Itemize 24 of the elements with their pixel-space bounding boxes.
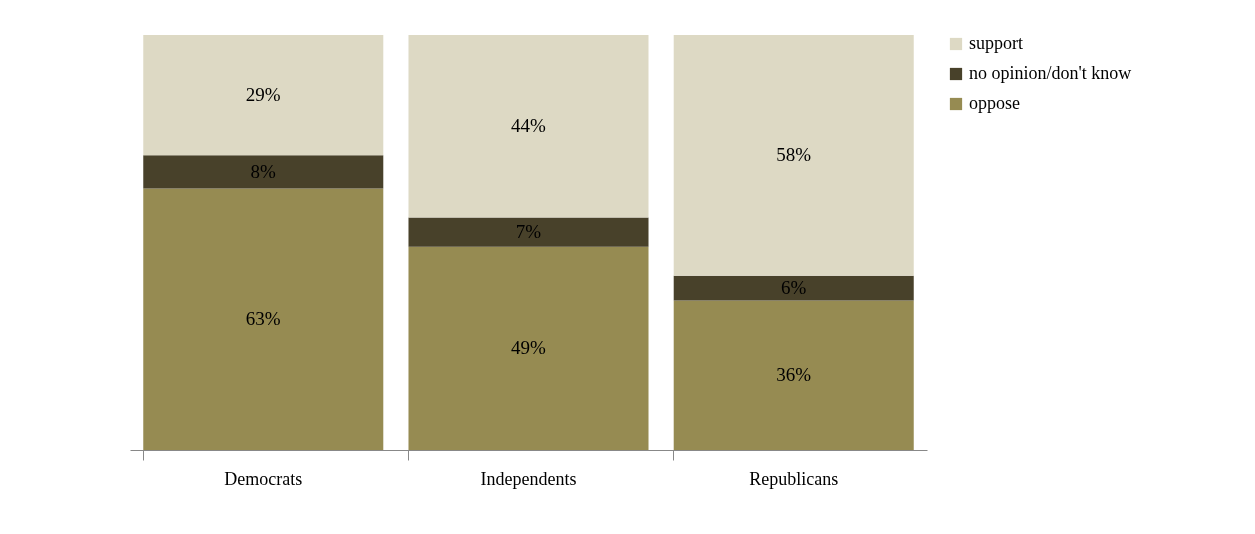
legend-label: oppose: [969, 93, 1020, 113]
data-label: 49%: [511, 337, 547, 359]
x-tick-label: Independents: [480, 468, 577, 489]
bar: [143, 155, 384, 189]
data-label: 36%: [776, 364, 812, 386]
bar: [143, 35, 384, 156]
bar: [143, 188, 384, 450]
legend-label: support: [969, 33, 1023, 53]
data-label: 58%: [776, 144, 812, 166]
data-label: 63%: [245, 308, 281, 330]
bar: [673, 275, 914, 301]
data-label: 8%: [250, 160, 277, 182]
bar: [673, 300, 914, 450]
data-label: 44%: [511, 115, 547, 137]
legend-label: no opinion/don't know: [969, 63, 1132, 83]
bar: [408, 217, 649, 247]
bar: [408, 246, 649, 450]
bar: [673, 35, 914, 276]
data-label: 29%: [245, 84, 281, 106]
data-label: 7%: [515, 221, 542, 243]
x-tick-label: Democrats: [224, 468, 303, 489]
bar: [408, 35, 649, 218]
data-label: 6%: [781, 277, 807, 299]
x-tick-label: Republicans: [749, 468, 839, 489]
